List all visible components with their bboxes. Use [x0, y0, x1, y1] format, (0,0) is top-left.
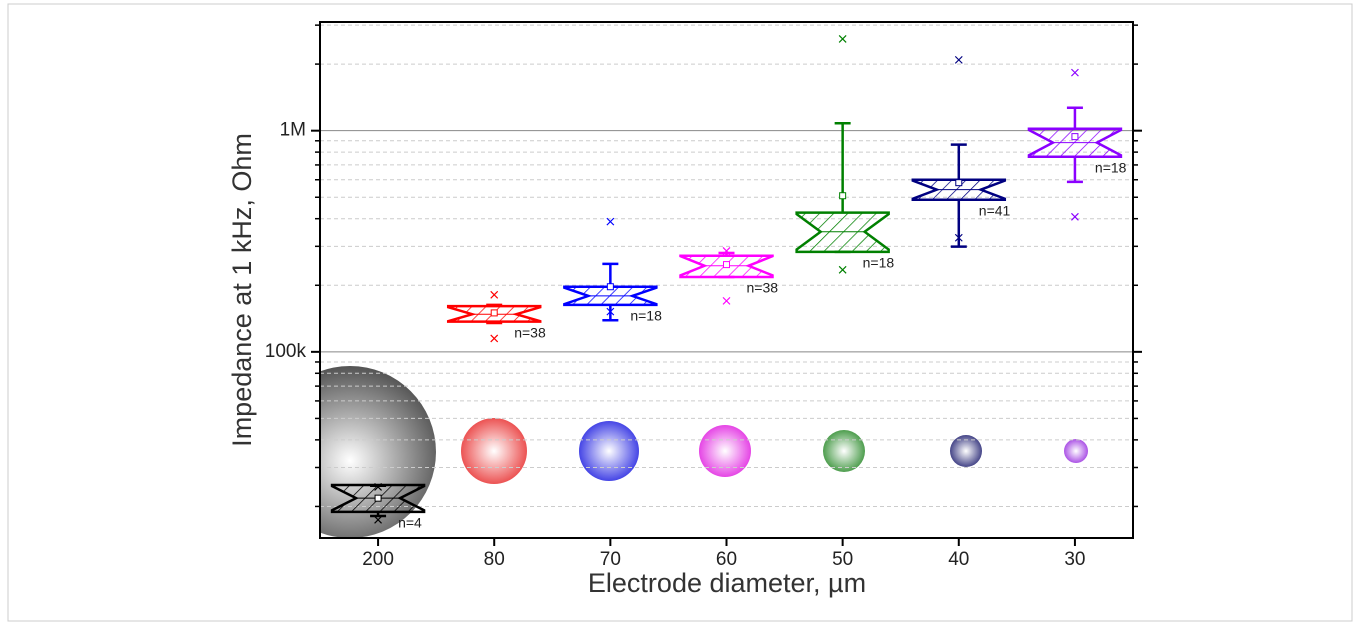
- x-tick-label: 70: [600, 549, 621, 570]
- y-tick-label: 100k: [265, 341, 307, 362]
- outlier: [606, 307, 615, 316]
- outlier: [1071, 68, 1079, 77]
- outlier: [490, 290, 499, 299]
- x-tick-label: 200: [362, 549, 394, 570]
- sphere: [699, 425, 751, 477]
- y-axis-title: Impedance at 1 kHz, Ohm: [227, 133, 257, 447]
- mean-marker: [1071, 133, 1079, 141]
- n-label: n=18: [863, 255, 895, 271]
- n-label: n=4: [398, 515, 422, 531]
- outlier: [838, 265, 847, 274]
- n-label: n=41: [979, 202, 1011, 218]
- x-tick-label: 50: [832, 549, 853, 570]
- n-label: n=38: [514, 324, 546, 340]
- sphere: [461, 418, 527, 484]
- x-tick-label: 40: [948, 549, 969, 570]
- n-label: n=38: [747, 280, 779, 296]
- outlier: [374, 483, 382, 491]
- mean-marker: [606, 283, 614, 291]
- outlier: [374, 515, 382, 524]
- outlier: [722, 246, 731, 255]
- page-frame: [7, 3, 1353, 622]
- outlier: [606, 217, 615, 226]
- mean-marker: [723, 261, 730, 269]
- outlier: [954, 233, 963, 242]
- sphere: [950, 435, 982, 467]
- x-tick-label: 60: [716, 549, 737, 570]
- x-axis-title: Electrode diameter, µm: [588, 568, 866, 598]
- outlier: [490, 334, 499, 343]
- outlier: [722, 296, 731, 305]
- mean-marker: [490, 309, 498, 317]
- mean-marker: [374, 494, 382, 502]
- x-tick-label: 30: [1064, 549, 1085, 570]
- outlier: [954, 55, 963, 64]
- n-label: n=18: [630, 308, 662, 324]
- outlier: [1071, 212, 1079, 221]
- sphere: [823, 430, 865, 472]
- outlier: [838, 34, 847, 43]
- mean-marker: [839, 192, 847, 200]
- mean-marker: [955, 179, 963, 187]
- sphere: [579, 421, 639, 481]
- sphere: [1064, 439, 1088, 463]
- y-tick-label: 1M: [280, 120, 306, 141]
- n-label: n=18: [1095, 159, 1127, 175]
- x-tick-label: 80: [484, 549, 505, 570]
